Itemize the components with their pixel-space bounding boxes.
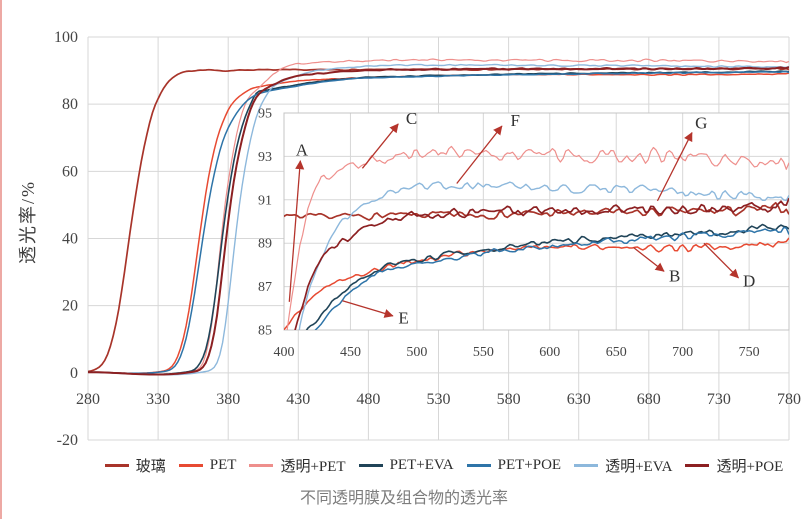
- legend-item-6: 透明+POE: [685, 455, 783, 476]
- legend-item-3: PET+EVA: [358, 456, 454, 474]
- inset-y-tick-93: 93: [258, 150, 272, 165]
- x-tick-380: 380: [216, 391, 240, 408]
- curve-main-C: [88, 58, 789, 376]
- legend-swatch-5: [574, 463, 599, 467]
- x-tick-580: 580: [497, 391, 521, 408]
- curve-main-E: [88, 70, 789, 375]
- x-tick-630: 630: [567, 391, 591, 408]
- legend-item-2: 透明+PET: [249, 455, 346, 476]
- inset-label-A: A: [296, 140, 309, 159]
- legend-item-4: PET+POE: [466, 456, 562, 474]
- curve-inset-A: [284, 201, 789, 221]
- inset-arrow-F: [456, 125, 503, 184]
- inset-x-tick-650: 650: [606, 345, 627, 360]
- legend-item-0: 玻璃: [104, 455, 166, 476]
- legend-label-4: PET+POE: [497, 456, 562, 473]
- inset-label-E: E: [398, 309, 408, 328]
- inset-y-tick-95: 95: [258, 107, 272, 122]
- y-tick-40: 40: [62, 231, 78, 248]
- inset-label-D: D: [743, 272, 755, 291]
- legend-swatch-4: [466, 463, 491, 467]
- inset-x-tick-600: 600: [539, 345, 560, 360]
- legend-label-1: PET: [209, 456, 237, 473]
- inset-x-tick-400: 400: [274, 345, 295, 360]
- curve-inset-F: [298, 181, 789, 330]
- curve-inset-E: [314, 226, 789, 330]
- inset-arrow-B: [633, 247, 665, 272]
- legend-swatch-0: [104, 463, 129, 467]
- inset-y-tick-87: 87: [258, 280, 272, 295]
- y-tick-100: 100: [54, 29, 78, 46]
- x-tick-480: 480: [356, 391, 380, 408]
- legend-label-0: 玻璃: [135, 458, 166, 475]
- legend-label-5: 透明+EVA: [605, 458, 673, 475]
- inset-label-C: C: [406, 109, 417, 128]
- legend-item-1: PET: [178, 456, 237, 474]
- legend-label-6: 透明+POE: [716, 458, 784, 475]
- inset-x-tick-450: 450: [340, 345, 361, 360]
- x-tick-430: 430: [286, 391, 310, 408]
- legend-label-2: 透明+PET: [280, 458, 346, 475]
- inset-arrow-A: [288, 160, 305, 302]
- x-tick-280: 280: [76, 391, 100, 408]
- chart-legend: 玻璃 PET 透明+PET PET+EVA PET+POE 透明+EVA 透明+POE: [88, 452, 800, 478]
- figure-caption: 不同透明膜及组合物的透光率: [299, 490, 508, 507]
- legend-swatch-1: [178, 463, 203, 467]
- inset-x-tick-550: 550: [473, 345, 494, 360]
- inset-arrow-E: [342, 300, 394, 318]
- legend-swatch-3: [358, 463, 383, 467]
- legend-swatch-2: [249, 463, 274, 467]
- main-tick-labels: 280 330 380 430 480 530 580 630 680 730 780 -20 0 20 4…: [54, 29, 801, 449]
- y-tick-20: 20: [62, 298, 78, 315]
- inset-annotations: A B C D E F G: [288, 109, 755, 328]
- main-curves: [88, 58, 789, 376]
- legend-item-5: 透明+EVA: [574, 455, 672, 476]
- inset-x-tick-750: 750: [739, 345, 760, 360]
- left-border-line: [0, 0, 2, 519]
- y-tick-0: 0: [70, 365, 78, 382]
- x-tick-680: 680: [637, 391, 661, 408]
- inset-tick-labels: 400 450 500 550 600 650 700 750 85 87 89 91 93 95: [258, 107, 760, 361]
- inset-y-tick-91: 91: [258, 193, 272, 208]
- curve-main-G: [88, 66, 789, 376]
- x-tick-330: 330: [146, 391, 170, 408]
- y-tick-80: 80: [62, 96, 78, 113]
- x-tick-780: 780: [777, 391, 801, 408]
- inset-x-tick-700: 700: [672, 345, 693, 360]
- legend-swatch-6: [685, 463, 710, 467]
- curve-inset-D: [305, 223, 789, 330]
- x-tick-530: 530: [427, 391, 451, 408]
- inset-label-B: B: [669, 266, 680, 285]
- inset-label-G: G: [695, 113, 707, 132]
- inset-arrow-D: [703, 242, 739, 279]
- inset-y-tick-85: 85: [258, 324, 272, 339]
- curve-inset-C: [286, 145, 789, 330]
- y-tick--20: -20: [57, 432, 78, 449]
- curve-inset-G: [294, 197, 789, 330]
- inset-arrow-G: [656, 131, 693, 202]
- y-axis-title: 透光率/%: [18, 180, 38, 264]
- inset-curves: [284, 145, 789, 330]
- curve-main-F: [88, 63, 789, 376]
- inset-background: [284, 113, 789, 330]
- inset-label-F: F: [511, 111, 520, 130]
- y-tick-60: 60: [62, 163, 78, 180]
- inset-panel: [283, 112, 790, 331]
- inset-y-tick-89: 89: [258, 237, 272, 252]
- inset-border: [283, 112, 790, 331]
- inset-arrow-C: [361, 123, 399, 169]
- x-tick-730: 730: [707, 391, 731, 408]
- inset-x-tick-500: 500: [406, 345, 427, 360]
- legend-label-3: PET+EVA: [389, 456, 454, 473]
